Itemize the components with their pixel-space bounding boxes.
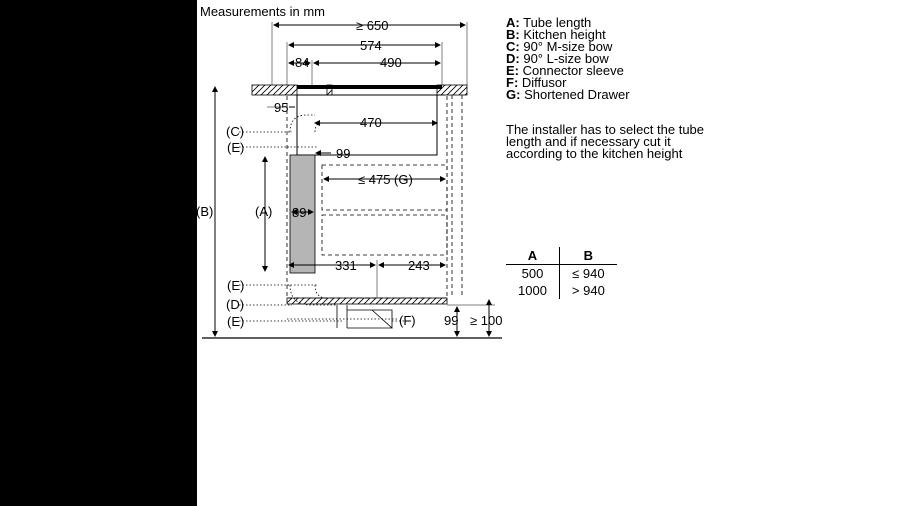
dim-84: 84 (295, 55, 309, 70)
table-cell: > 940 (559, 282, 616, 299)
ref-c: (C) (226, 124, 244, 139)
dim-490: 490 (380, 55, 402, 70)
ref-a: (A) (255, 204, 272, 219)
dim-331: 331 (335, 258, 357, 273)
ref-e1: (E) (227, 140, 244, 155)
dim-243: 243 (408, 258, 430, 273)
dim-99: 99 (336, 146, 350, 161)
dim-89: 89 (292, 205, 306, 220)
ref-e2: (E) (227, 278, 244, 293)
ref-b: (B) (196, 204, 213, 219)
ref-e3: (E) (227, 314, 244, 329)
dim-top-min: ≥ 650 (356, 18, 388, 33)
table-head-b: B (559, 247, 616, 265)
dim-95: 95 (274, 100, 288, 115)
dim-574: 574 (360, 38, 382, 53)
ref-d: (D) (226, 297, 244, 312)
table-cell: ≤ 940 (559, 265, 616, 283)
ref-f: (F) (399, 313, 416, 328)
dim-g: ≤ 475 (G) (358, 172, 413, 187)
dim-100-min: ≥ 100 (470, 313, 502, 328)
dim-99-bottom: 99 (444, 313, 458, 328)
dim-470: 470 (360, 115, 382, 130)
